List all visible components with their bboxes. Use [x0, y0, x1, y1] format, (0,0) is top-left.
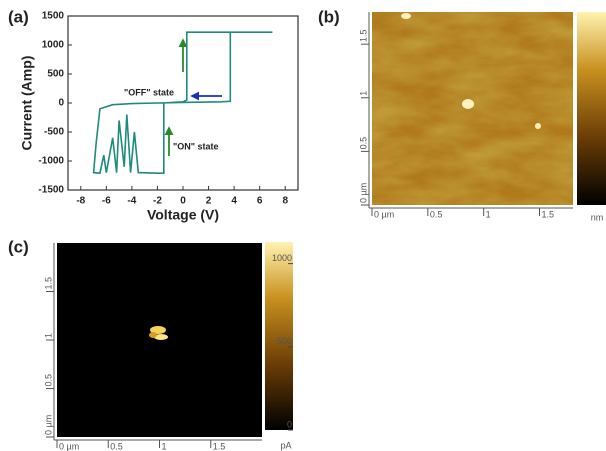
x-tick-label: 8: [282, 196, 288, 207]
y-tick-label: -1000: [38, 156, 64, 167]
x-tick-label: 0 µm: [59, 441, 79, 451]
colorbar: [265, 242, 293, 430]
colorbar: [577, 12, 606, 205]
annotation: "ON" state: [173, 141, 219, 151]
y-tick-label: 1500: [42, 11, 65, 22]
y-tick-label: 1.5: [358, 30, 368, 43]
afm-particle: [535, 123, 541, 129]
colorbar-unit: pA: [280, 440, 291, 450]
y-tick-label: 0: [58, 98, 64, 109]
colorbar-unit: nm: [591, 212, 604, 222]
x-tick-label: -6: [102, 196, 111, 207]
current-spot: [149, 326, 168, 340]
x-tick-label: 0: [180, 196, 186, 207]
y-tick-label: 1.5: [43, 277, 53, 290]
colorbar-label: 500: [277, 336, 292, 346]
x-tick-label: 1.5: [213, 441, 226, 451]
annotation: "OFF" state: [124, 87, 174, 97]
x-tick-label: 6: [257, 196, 263, 207]
x-axis-title: Voltage (V): [147, 207, 219, 223]
panel-label: (a): [8, 7, 29, 26]
colorbar-label: 1000: [272, 253, 292, 263]
afm-particle: [401, 13, 411, 19]
y-tick-label: 1: [358, 91, 368, 96]
panel-label: (b): [318, 7, 340, 26]
x-tick-label: 4: [231, 196, 237, 207]
y-tick-label: -500: [44, 127, 64, 138]
x-tick-label: -8: [76, 196, 85, 207]
afm-particle: [462, 99, 474, 109]
panel-label: (c): [8, 237, 29, 256]
y-tick-label: 500: [47, 69, 64, 80]
x-tick-label: 0 µm: [374, 209, 394, 219]
y-tick-label: 1000: [42, 40, 65, 51]
y-tick-label: 0.5: [358, 137, 368, 150]
x-tick-label: -2: [153, 196, 162, 207]
y-tick-label: 1: [43, 333, 53, 338]
colorbar-label: 0: [287, 419, 292, 429]
x-tick-label: 0.5: [430, 209, 443, 219]
y-tick-label: -1500: [38, 185, 64, 196]
iv-curve: [92, 31, 273, 175]
y-tick-label: 0 µm: [43, 415, 53, 435]
x-tick-label: 2: [206, 196, 212, 207]
x-tick-label: 1: [162, 441, 167, 451]
x-tick-label: 1: [486, 209, 491, 219]
afm-texture: [372, 12, 573, 205]
x-tick-label: 0.5: [110, 441, 123, 451]
x-tick-label: -4: [127, 196, 136, 207]
y-tick-label: 0 µm: [358, 183, 368, 203]
x-tick-label: 1.5: [542, 209, 555, 219]
cafm-image: [57, 243, 262, 437]
y-tick-label: 0.5: [43, 374, 53, 387]
y-axis-title: Current (Amp): [19, 56, 35, 151]
